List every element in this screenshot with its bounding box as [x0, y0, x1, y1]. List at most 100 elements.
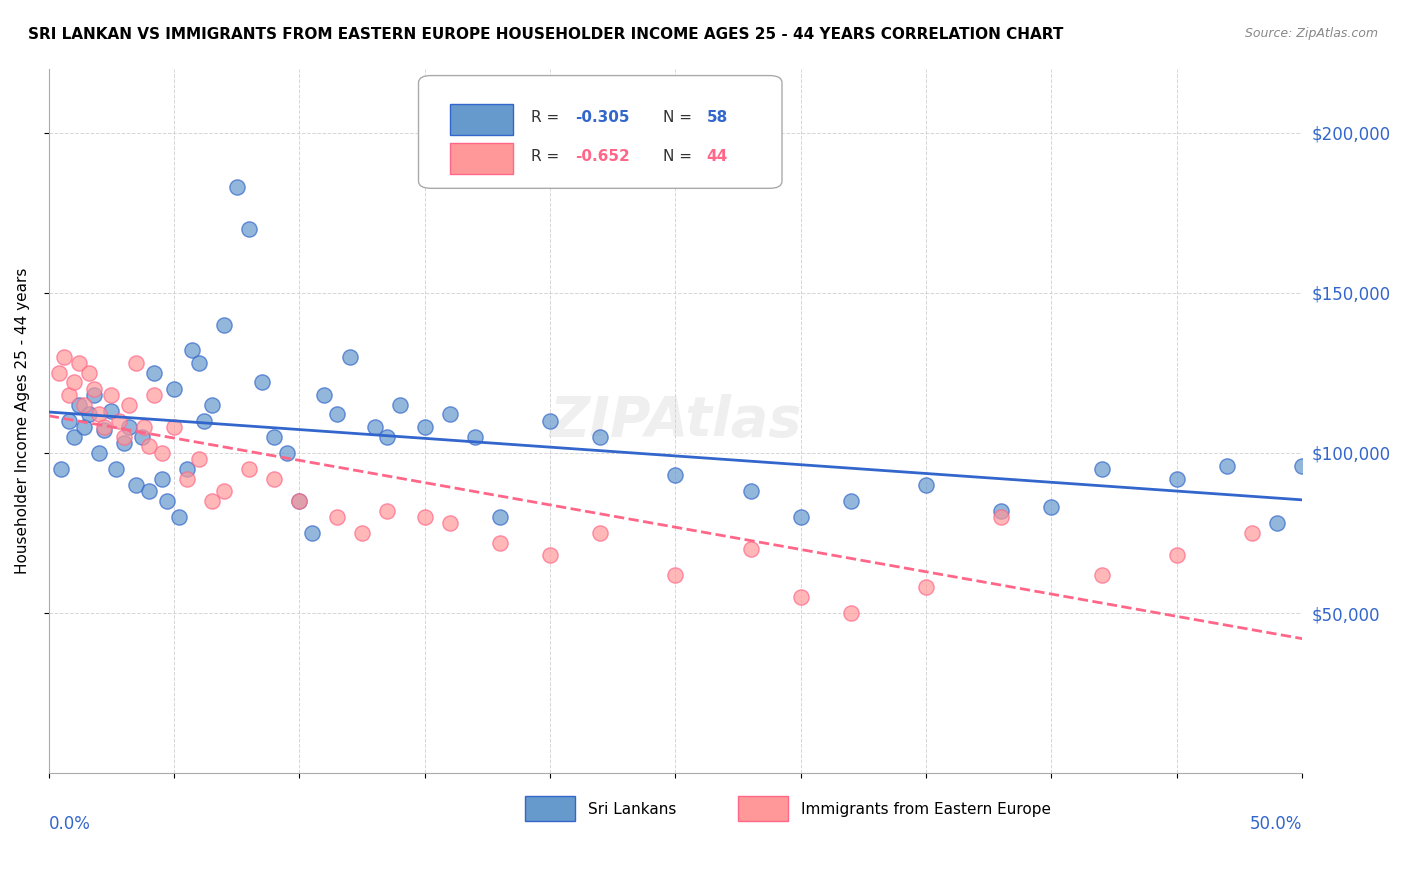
Point: [155, 494, 177, 508]
Point: [163, 420, 186, 434]
Point: [180, 343, 202, 358]
Point: [1265, 516, 1288, 531]
Text: R =: R =: [531, 111, 564, 126]
Point: [326, 510, 349, 524]
Point: [51, 462, 73, 476]
Point: [112, 430, 135, 444]
Text: N =: N =: [662, 111, 697, 126]
Point: [83, 382, 105, 396]
Point: [413, 420, 436, 434]
Point: [58, 414, 80, 428]
Point: [167, 510, 190, 524]
Point: [263, 471, 285, 485]
Point: [413, 510, 436, 524]
Point: [790, 510, 813, 524]
Point: [150, 471, 173, 485]
Point: [1166, 471, 1188, 485]
Point: [1166, 549, 1188, 563]
Point: [439, 516, 461, 531]
Point: [93, 424, 115, 438]
Point: [288, 494, 311, 508]
Point: [131, 430, 153, 444]
Point: [1216, 458, 1239, 473]
Text: R =: R =: [531, 149, 564, 164]
Point: [105, 462, 128, 476]
Text: -0.652: -0.652: [575, 149, 630, 164]
Point: [538, 549, 561, 563]
Point: [108, 414, 131, 428]
Point: [740, 484, 762, 499]
Text: 44: 44: [707, 149, 728, 164]
Point: [63, 430, 86, 444]
Point: [100, 388, 122, 402]
Text: 50.0%: 50.0%: [1250, 815, 1302, 833]
Point: [52, 350, 75, 364]
Point: [276, 446, 298, 460]
Point: [188, 356, 211, 370]
Point: [150, 446, 173, 460]
Point: [352, 525, 374, 540]
Point: [201, 398, 224, 412]
Point: [375, 503, 398, 517]
Point: [58, 388, 80, 402]
Point: [143, 388, 166, 402]
Point: [176, 462, 198, 476]
Point: [212, 484, 235, 499]
Point: [238, 462, 260, 476]
Point: [326, 408, 349, 422]
Point: [77, 408, 100, 422]
Text: 58: 58: [707, 111, 728, 126]
Point: [439, 408, 461, 422]
Bar: [524, 797, 575, 822]
Point: [489, 535, 512, 549]
Point: [790, 590, 813, 604]
Y-axis label: Householder Income Ages 25 - 44 years: Householder Income Ages 25 - 44 years: [15, 268, 30, 574]
Point: [118, 398, 141, 412]
Text: SRI LANKAN VS IMMIGRANTS FROM EASTERN EUROPE HOUSEHOLDER INCOME AGES 25 - 44 YEA: SRI LANKAN VS IMMIGRANTS FROM EASTERN EU…: [28, 27, 1063, 42]
Point: [589, 525, 612, 540]
Point: [193, 414, 215, 428]
Point: [67, 398, 90, 412]
Bar: [450, 103, 513, 136]
Point: [118, 420, 141, 434]
Point: [839, 606, 862, 620]
Point: [1091, 567, 1114, 582]
Point: [100, 404, 122, 418]
Point: [388, 398, 411, 412]
Point: [1240, 525, 1263, 540]
Point: [263, 430, 285, 444]
Point: [664, 468, 686, 483]
Point: [93, 420, 115, 434]
Point: [589, 430, 612, 444]
Point: [839, 494, 862, 508]
Point: [990, 510, 1012, 524]
Text: Immigrants from Eastern Europe: Immigrants from Eastern Europe: [801, 802, 1050, 817]
Point: [250, 376, 273, 390]
Point: [489, 510, 512, 524]
Point: [138, 484, 160, 499]
Point: [314, 388, 336, 402]
Point: [363, 420, 385, 434]
Point: [132, 420, 155, 434]
Point: [112, 436, 135, 450]
Point: [63, 376, 86, 390]
Point: [238, 221, 260, 235]
Point: [143, 366, 166, 380]
Point: [73, 398, 96, 412]
Point: [664, 567, 686, 582]
Point: [77, 366, 100, 380]
Point: [288, 494, 311, 508]
Bar: [738, 797, 789, 822]
Point: [125, 478, 148, 492]
Point: [915, 581, 938, 595]
Point: [67, 356, 90, 370]
FancyBboxPatch shape: [419, 76, 782, 188]
Point: [125, 356, 148, 370]
Point: [87, 408, 110, 422]
Point: [375, 430, 398, 444]
Point: [464, 430, 486, 444]
Text: 0.0%: 0.0%: [49, 815, 90, 833]
Point: [138, 440, 160, 454]
Text: Sri Lankans: Sri Lankans: [588, 802, 676, 817]
Point: [212, 318, 235, 332]
